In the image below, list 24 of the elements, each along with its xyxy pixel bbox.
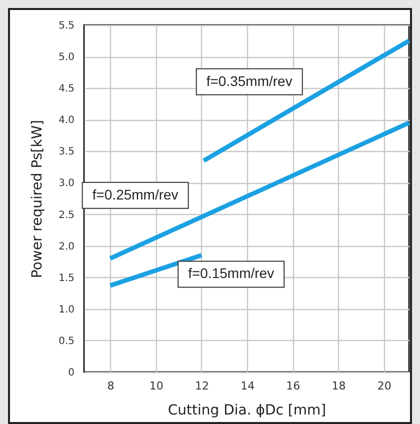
y-tick-label: 3.5: [58, 146, 74, 158]
x-tick-label: 20: [377, 380, 392, 392]
y-tick-label: 4.5: [58, 84, 74, 95]
y-tick-label: 5.0: [58, 52, 74, 64]
x-tick-label: 8: [107, 380, 114, 392]
y-tick-label: 4.0: [58, 115, 74, 126]
series-label: f=0.15mm/rev: [188, 265, 274, 282]
x-axis-title: Cutting Dia. ϕDc [mm]: [168, 402, 326, 418]
y-tick-label: 3.0: [58, 178, 74, 190]
y-tick-label: 1.0: [58, 304, 74, 316]
y-tick-label: 2.5: [58, 210, 74, 221]
y-tick-label: 2.0: [58, 241, 74, 252]
x-tick-label: 16: [286, 380, 300, 392]
y-tick-label: 0: [68, 368, 74, 378]
y-tick-label: 0.5: [58, 336, 74, 347]
x-tick-label: 10: [149, 380, 164, 392]
y-axis-title: Power required Ps[kW]: [30, 120, 46, 278]
x-tick-label: 14: [240, 380, 255, 392]
y-tick-label: 1.5: [58, 272, 74, 284]
x-tick-label: 18: [332, 380, 346, 392]
y-tick-label: 5.5: [58, 20, 74, 32]
series-label: f=0.35mm/rev: [206, 72, 292, 89]
x-tick-label: 12: [194, 380, 209, 392]
series-label: f=0.25mm/rev: [92, 186, 178, 202]
